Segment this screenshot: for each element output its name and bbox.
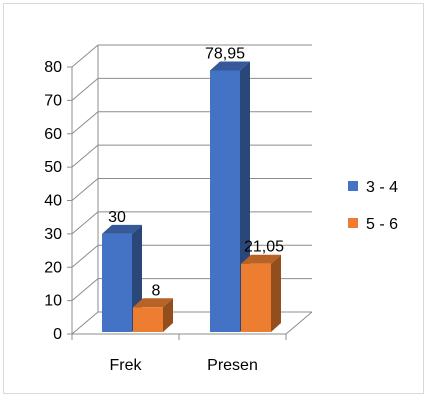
bar-side-0-1 (163, 298, 173, 332)
bar-side-1-1 (271, 254, 281, 332)
data-label-1-0: 78,95 (205, 46, 245, 63)
gridline-wall-1 (71, 278, 99, 302)
bar-0-1 (133, 307, 163, 332)
data-label-0-0: 30 (108, 209, 126, 226)
y-tick-label-1: 10 (44, 293, 62, 310)
gridline-wall-7 (71, 77, 99, 101)
legend-label-1: 5 - 6 (366, 216, 398, 233)
x-category-label-0: Frek (110, 357, 143, 374)
gridline-wall-4 (71, 178, 99, 201)
y-tick-label-3: 30 (44, 226, 62, 243)
y-tick-label-7: 70 (44, 92, 62, 109)
y-tick-label-0: 0 (53, 326, 62, 343)
y-tick-label-5: 50 (44, 159, 62, 176)
gridline-wall-3 (71, 211, 99, 235)
gridline-wall-2 (71, 244, 99, 268)
bar-top-0-0 (102, 224, 142, 234)
y-tick-label-2: 20 (44, 259, 62, 276)
bar-1-1 (241, 263, 271, 332)
legend-swatch-1 (348, 218, 358, 228)
x-category-label-1: Presen (207, 357, 258, 374)
gridline-wall-0 (71, 311, 99, 335)
bar-0-0 (102, 233, 132, 332)
y-tick-label-4: 40 (44, 193, 62, 210)
y-tick-label-8: 80 (44, 59, 62, 76)
legend-swatch-0 (348, 181, 358, 191)
data-label-1-1: 21,05 (244, 239, 284, 256)
gridline-wall-6 (71, 111, 99, 135)
floor-right-edge (285, 311, 313, 335)
gridline-wall-5 (71, 144, 99, 168)
bar-top-1-0 (210, 61, 250, 71)
gridline-wall-8 (71, 44, 99, 68)
bar-top-1-1 (241, 254, 281, 264)
legend-label-0: 3 - 4 (366, 179, 398, 196)
data-label-0-1: 8 (152, 282, 161, 299)
bar-1-0 (210, 70, 240, 333)
y-tick-label-6: 60 (44, 126, 62, 143)
bar-top-0-1 (133, 298, 173, 308)
